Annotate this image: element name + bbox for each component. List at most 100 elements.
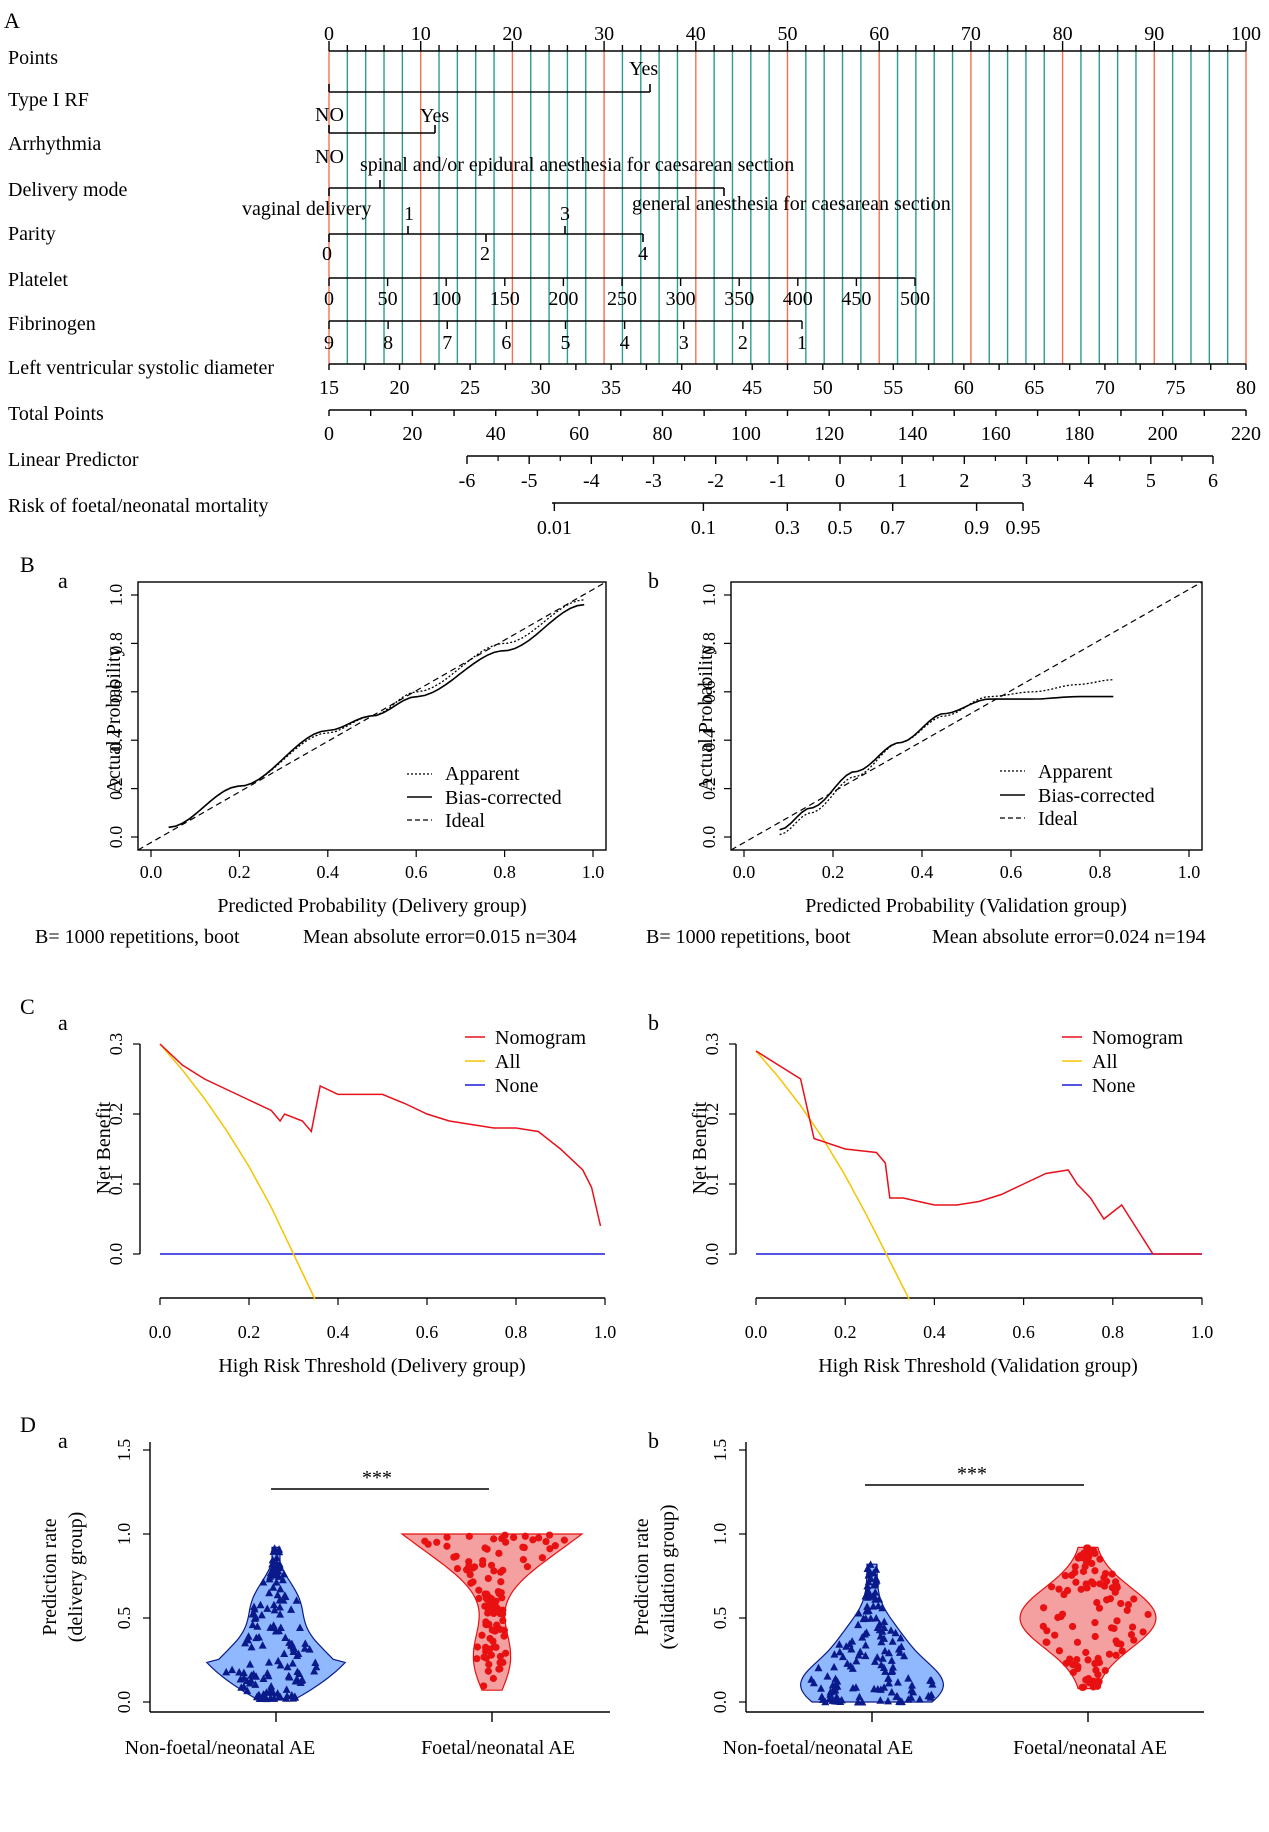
platelet-tick-label: 500 xyxy=(900,288,930,310)
lvsd-tick-label: 80 xyxy=(1236,377,1256,399)
series-bias-corrected xyxy=(779,695,1114,831)
data-point xyxy=(854,1608,863,1617)
row-label-type1rf: Type I RF xyxy=(8,89,89,111)
data-point xyxy=(830,1650,839,1658)
data-point xyxy=(1113,1617,1121,1625)
data-point xyxy=(276,1660,285,1669)
y-axis-title-line2: (validation group) xyxy=(657,1505,679,1650)
data-point xyxy=(478,1631,486,1639)
legend-ideal: Ideal xyxy=(445,810,485,832)
data-point xyxy=(521,1532,529,1540)
y-tick-label: 1.0 xyxy=(710,1523,730,1546)
platelet-tick-label: 150 xyxy=(490,288,520,310)
x-axis-ticks: 0.0 0.2 0.4 0.6 0.8 1.0 xyxy=(140,850,604,882)
points-axis-ticks: 0 10 20 30 40 50 60 70 80 90 100 xyxy=(324,23,1261,51)
y-tick-label: 0.2 xyxy=(702,1103,722,1126)
data-point xyxy=(293,1675,302,1683)
y-tick-label: 1.0 xyxy=(114,1523,134,1546)
points-non-ae xyxy=(222,1544,321,1703)
data-point xyxy=(1128,1623,1137,1631)
data-point xyxy=(862,1628,871,1636)
data-point xyxy=(835,1647,844,1656)
data-point xyxy=(495,1589,503,1598)
fibrinogen-tick-label: 4 xyxy=(620,332,630,354)
series-nomogram xyxy=(159,1043,602,1227)
data-point xyxy=(492,1643,500,1651)
data-point xyxy=(542,1537,550,1546)
data-point xyxy=(892,1692,901,1700)
panel-b-a-label: a xyxy=(58,568,68,593)
y-tick-label: 0.6 xyxy=(699,681,719,704)
lvsd-tick-label: 65 xyxy=(1024,377,1044,399)
data-point xyxy=(1073,1656,1081,1664)
data-point xyxy=(276,1610,285,1618)
x-tick-label: 0.8 xyxy=(505,1322,528,1342)
data-point xyxy=(1061,1572,1069,1580)
y-axis-title-line1: Prediction rate xyxy=(39,1518,61,1635)
data-point xyxy=(499,1566,507,1574)
y-tick-label: 1.5 xyxy=(114,1439,134,1462)
row-label-arrhythmia: Arrhythmia xyxy=(8,133,101,155)
legend-none: None xyxy=(1092,1075,1135,1097)
category-non-ae: Non-foetal/neonatal AE xyxy=(723,1737,914,1759)
total-tick-label: 100 xyxy=(731,423,761,445)
data-point xyxy=(485,1620,493,1628)
data-point xyxy=(276,1584,285,1593)
data-point xyxy=(280,1569,289,1578)
data-point xyxy=(1040,1604,1048,1612)
data-point xyxy=(843,1659,852,1667)
data-point xyxy=(469,1564,477,1572)
data-point xyxy=(1069,1668,1077,1676)
data-point xyxy=(1078,1683,1086,1691)
data-point xyxy=(927,1676,936,1684)
lvsd-tick-label: 45 xyxy=(742,377,762,399)
data-point xyxy=(263,1668,272,1677)
data-point xyxy=(908,1681,917,1689)
legend-nomogram: Nomogram xyxy=(1092,1027,1184,1049)
lvsd-tick-label: 55 xyxy=(883,377,903,399)
significance-label: *** xyxy=(362,1467,392,1489)
fibrinogen-tick-label: 1 xyxy=(797,332,807,354)
data-point xyxy=(1072,1578,1080,1586)
data-point xyxy=(510,1533,518,1542)
lvsd-tick-label: 25 xyxy=(460,377,480,399)
data-point xyxy=(904,1674,913,1682)
data-point xyxy=(275,1602,284,1611)
series-all xyxy=(159,1043,316,1300)
data-point xyxy=(296,1678,305,1686)
risk-tick-label: 0.3 xyxy=(775,517,800,539)
data-point xyxy=(864,1606,873,1614)
linear-predictor-ticks: -6 -5 -4 -3 -2 -1 0 1 2 3 4 5 6 xyxy=(459,456,1218,492)
parity-1-label: 1 xyxy=(404,203,414,225)
x-tick-label: 0.4 xyxy=(923,1322,946,1342)
row-label-parity: Parity xyxy=(8,223,56,245)
lvsd-tick-label: 70 xyxy=(1095,377,1115,399)
legend-apparent: Apparent xyxy=(445,763,520,785)
data-point xyxy=(886,1626,895,1634)
data-point xyxy=(496,1610,504,1618)
data-point xyxy=(821,1697,830,1706)
violin-ae xyxy=(1019,1546,1157,1690)
data-point xyxy=(501,1531,509,1539)
data-point xyxy=(259,1674,268,1683)
data-point xyxy=(485,1660,493,1669)
y-tick-label: 0.4 xyxy=(699,729,719,752)
x-axis-title: High Risk Threshold (Validation group) xyxy=(818,1355,1138,1377)
data-point xyxy=(249,1670,258,1678)
data-point xyxy=(469,1578,477,1586)
data-point xyxy=(825,1694,834,1703)
data-point xyxy=(927,1690,936,1699)
data-point xyxy=(1082,1580,1090,1588)
lp-tick-label: 3 xyxy=(1022,470,1032,492)
data-point xyxy=(1084,1677,1092,1685)
data-point xyxy=(830,1696,839,1705)
data-point xyxy=(490,1567,498,1575)
data-point xyxy=(273,1590,282,1599)
platelet-tick-label: 400 xyxy=(783,288,813,310)
points-tick-label: 30 xyxy=(594,23,614,45)
data-point xyxy=(239,1682,248,1691)
x-tick-label: 1.0 xyxy=(1178,862,1201,882)
fibrinogen-axis-ticks: 9 8 7 6 5 4 3 2 1 xyxy=(324,321,807,354)
boot-caption: B= 1000 repetitions, boot xyxy=(35,926,240,948)
data-point xyxy=(1055,1647,1064,1655)
